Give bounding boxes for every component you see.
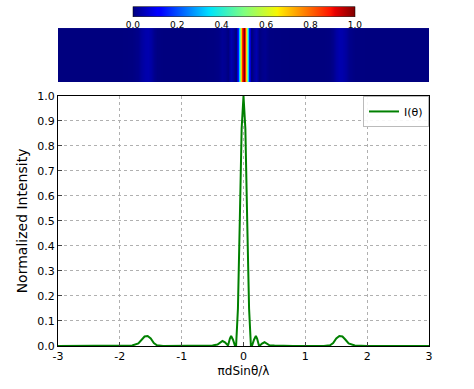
svg-text:-3: -3 [53, 350, 64, 363]
svg-text:0.0: 0.0 [126, 20, 141, 30]
svg-text:0.3: 0.3 [37, 265, 55, 278]
svg-text:1.0: 1.0 [348, 20, 363, 30]
svg-text:0.1: 0.1 [37, 315, 55, 328]
svg-text:0.2: 0.2 [170, 20, 184, 30]
svg-text:0.4: 0.4 [215, 20, 230, 30]
svg-text:0.8: 0.8 [37, 140, 55, 153]
svg-text:1: 1 [302, 350, 309, 363]
svg-text:2: 2 [364, 350, 371, 363]
svg-text:0.4: 0.4 [37, 240, 55, 253]
svg-text:πdSinθ/λ: πdSinθ/λ [218, 364, 270, 378]
svg-text:0.0: 0.0 [37, 340, 55, 353]
svg-text:0.9: 0.9 [37, 115, 55, 128]
svg-text:0.8: 0.8 [303, 20, 318, 30]
svg-text:0.6: 0.6 [37, 190, 55, 203]
svg-text:Normalized Intensity: Normalized Intensity [14, 149, 30, 294]
svg-text:0.6: 0.6 [259, 20, 274, 30]
svg-text:0.7: 0.7 [37, 165, 55, 178]
svg-text:0: 0 [240, 350, 247, 363]
svg-text:3: 3 [426, 350, 433, 363]
svg-text:-2: -2 [114, 350, 125, 363]
svg-text:0.5: 0.5 [37, 215, 55, 228]
svg-text:-1: -1 [176, 350, 187, 363]
svg-text:I(θ): I(θ) [404, 106, 423, 119]
svg-text:1.0: 1.0 [37, 90, 55, 103]
svg-text:0.2: 0.2 [37, 290, 55, 303]
